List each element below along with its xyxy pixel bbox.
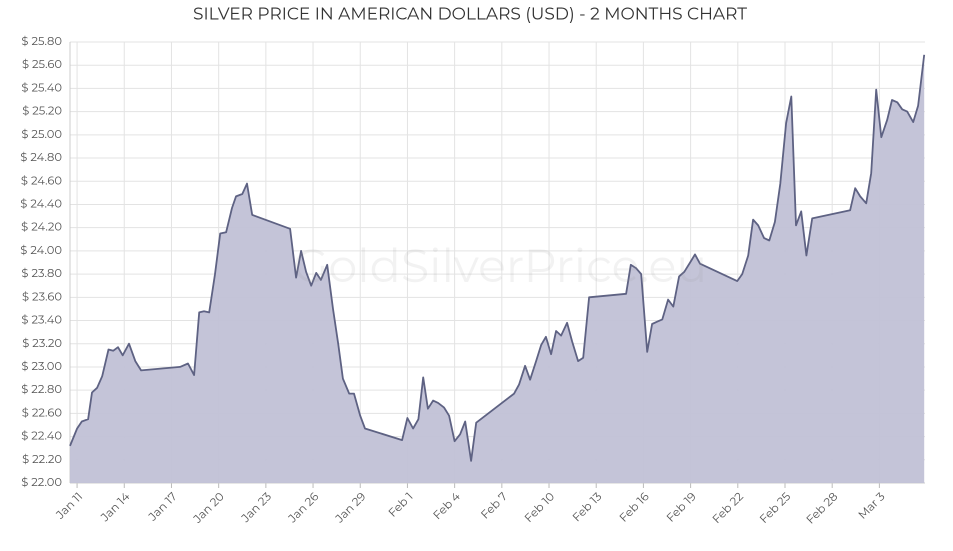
y-tick-label: $ 25.60 <box>22 57 62 71</box>
y-tick-label: $ 22.40 <box>21 429 62 443</box>
x-tick-label: Feb 28 <box>803 489 840 526</box>
y-tick-label: $ 23.20 <box>22 336 62 350</box>
x-tick-label: Feb 16 <box>616 489 651 524</box>
y-tick-label: $ 23.60 <box>22 289 62 303</box>
x-tick-label: Jan 26 <box>285 489 322 526</box>
y-tick-label: $ 23.40 <box>21 313 62 327</box>
line <box>69 54 926 462</box>
x-tick-label: Feb 7 <box>478 489 510 521</box>
area <box>70 54 925 484</box>
y-tick-label: $ 22.80 <box>21 382 62 396</box>
x-tick-label: Feb 1 <box>385 489 415 519</box>
x-tick-label: Mar 3 <box>855 489 887 521</box>
x-tick-label: Feb 22 <box>709 489 746 526</box>
y-tick-label: $ 25.40 <box>21 80 62 94</box>
y-tick-label: $ 22.60 <box>22 405 63 419</box>
y-tick-label: $ 23.00 <box>21 359 62 373</box>
y-tick-label: $ 24.40 <box>20 196 62 210</box>
x-tick-label: Jan 14 <box>97 489 133 525</box>
y-tick-label: $ 24.20 <box>21 220 62 234</box>
x-tick-label: Feb 10 <box>521 489 557 525</box>
y-tick-label: $ 25.00 <box>21 127 62 141</box>
y-tick-label: $ 24.80 <box>20 150 62 164</box>
x-tick-label: Feb 4 <box>430 489 463 522</box>
y-tick-label: $ 22.00 <box>21 475 62 489</box>
x-tick-label: Feb 19 <box>664 489 699 524</box>
chart-title: SILVER PRICE IN AMERICAN DOLLARS (USD) -… <box>193 4 747 24</box>
y-tick-label: $ 23.80 <box>21 266 62 280</box>
x-tick-label: Feb 13 <box>569 489 604 524</box>
x-tick-label: Jan 11 <box>52 489 85 522</box>
x-tick-label: Jan 17 <box>145 489 180 524</box>
y-tick-label: $ 25.80 <box>21 34 62 48</box>
x-tick-label: Jan 29 <box>332 489 369 526</box>
watermark: GoldSilverPrice.eu <box>293 237 707 294</box>
y-tick-label: $ 24.00 <box>20 243 62 257</box>
y-tick-label: $ 24.60 <box>21 173 63 187</box>
x-tick-label: Jan 20 <box>190 489 227 526</box>
x-tick-label: Feb 25 <box>757 489 794 526</box>
x-tick-label: Jan 23 <box>238 489 274 525</box>
y-tick-label: $ 22.20 <box>22 452 62 466</box>
y-tick-label: $ 25.20 <box>22 104 62 118</box>
